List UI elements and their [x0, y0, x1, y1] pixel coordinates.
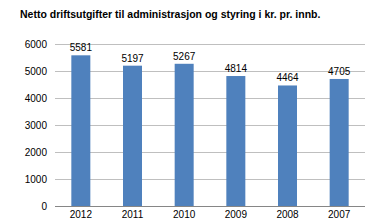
- data-label: 5197: [121, 53, 144, 64]
- grid-line: [55, 71, 365, 72]
- grid-line: [55, 152, 365, 153]
- x-tick-label: 2012: [70, 209, 93, 220]
- data-label: 4814: [225, 63, 248, 74]
- bar: [175, 64, 194, 206]
- x-tick-label: 2011: [122, 209, 144, 220]
- bar: [226, 76, 245, 206]
- grid-line: [55, 98, 365, 99]
- y-tick-label: 1000: [25, 174, 48, 185]
- bar: [330, 79, 349, 206]
- y-tick-label: 5000: [25, 66, 48, 77]
- grid-line: [55, 44, 365, 45]
- bar: [278, 85, 297, 206]
- bar: [71, 55, 90, 206]
- data-label: 5267: [173, 51, 196, 62]
- chart-container: Netto driftsutgifter til administrasjon …: [0, 0, 369, 221]
- grid-line: [55, 179, 365, 180]
- y-tick-label: 3000: [25, 120, 48, 131]
- x-tick-label: 2007: [328, 209, 351, 220]
- chart-svg: Netto driftsutgifter til administrasjon …: [0, 0, 369, 221]
- x-tick-label: 2010: [173, 209, 196, 220]
- data-label: 4705: [328, 66, 351, 77]
- grid-line: [55, 125, 365, 126]
- y-tick-label: 6000: [25, 39, 48, 50]
- data-label: 4464: [276, 72, 299, 83]
- y-tick-label: 2000: [25, 147, 48, 158]
- x-tick-label: 2008: [276, 209, 299, 220]
- x-tick-label: 2009: [225, 209, 248, 220]
- bars: [71, 55, 348, 206]
- chart-title: Netto driftsutgifter til administrasjon …: [20, 8, 321, 20]
- data-label: 5581: [70, 42, 93, 53]
- y-tick-label: 0: [41, 201, 47, 212]
- x-axis: [55, 206, 365, 207]
- grid-line: [55, 206, 365, 207]
- y-tick-label: 4000: [25, 93, 48, 104]
- bar: [123, 66, 142, 206]
